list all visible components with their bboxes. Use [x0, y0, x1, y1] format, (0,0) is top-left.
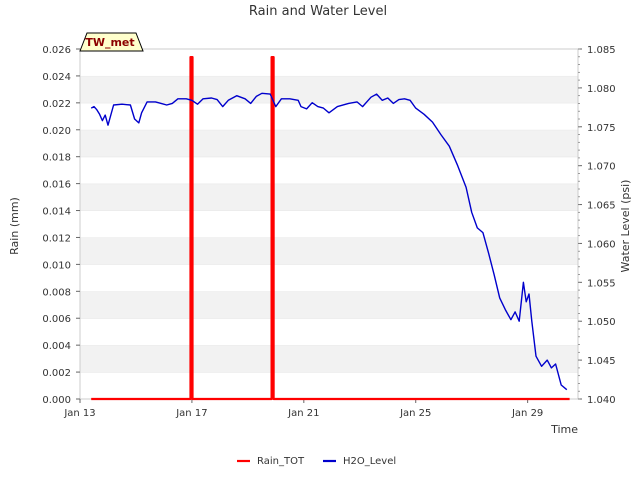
right-tick-label: 1.080	[587, 84, 616, 95]
left-tick-label: 0.020	[42, 126, 71, 137]
station-badge: TW_met	[79, 32, 144, 52]
grid-band	[80, 156, 578, 184]
left-tick-label: 0.014	[42, 207, 71, 218]
x-tick-label: Jan 17	[175, 408, 207, 419]
left-tick-label: 0.008	[42, 287, 71, 298]
legend-label: Rain_TOT	[257, 456, 305, 467]
grid-band	[80, 291, 578, 319]
left-tick-label: 0.018	[42, 153, 71, 164]
right-tick-label: 1.085	[587, 45, 616, 56]
left-axis-label: Rain (mm)	[8, 197, 21, 255]
chart-title: Rain and Water Level	[249, 4, 387, 19]
right-tick-label: 1.075	[587, 123, 616, 134]
left-tick-label: 0.002	[42, 368, 71, 379]
left-tick-label: 0.006	[42, 314, 71, 325]
grid-band	[80, 318, 578, 346]
x-tick-label: Jan 21	[287, 408, 319, 419]
right-tick-label: 1.055	[587, 278, 616, 289]
badge-shape	[79, 32, 144, 52]
grid-band	[80, 210, 578, 238]
grid-band	[80, 372, 578, 399]
left-tick-label: 0.016	[42, 180, 71, 191]
right-axis-label: Water Level (psi)	[619, 180, 632, 273]
legend: Rain_TOT H2O_Level	[237, 456, 396, 467]
left-tick-label: 0.012	[42, 233, 71, 244]
axis-ticks: 0.000 0.002 0.004 0.006 0.008 0.010 0.012 0.014…	[42, 45, 615, 419]
grid-band	[80, 237, 578, 265]
right-tick-label: 1.060	[587, 239, 616, 250]
x-tick-label: Jan 29	[511, 408, 543, 419]
badge-label: TW_met	[85, 36, 134, 49]
grid-band	[80, 345, 578, 373]
grid-band	[80, 129, 578, 157]
grid-band	[80, 75, 578, 103]
legend-label: H2O_Level	[343, 456, 396, 467]
left-tick-label: 0.022	[42, 99, 71, 110]
right-tick-label: 1.065	[587, 201, 616, 212]
x-axis-label: Time	[550, 423, 578, 436]
grid-band	[80, 102, 578, 130]
series-line-h2o-level	[90, 92, 568, 391]
grid-band	[80, 183, 578, 211]
grid-band	[80, 264, 578, 292]
left-tick-label: 0.010	[42, 260, 71, 271]
x-tick-label: Jan 13	[63, 408, 95, 419]
grid-bands	[80, 48, 578, 399]
series-lines	[90, 55, 570, 401]
right-tick-label: 1.050	[587, 317, 616, 328]
x-tick-label: Jan 25	[399, 408, 431, 419]
left-tick-label: 0.000	[42, 395, 71, 406]
series-line-rain-tot	[91, 55, 570, 401]
left-tick-label: 0.026	[42, 45, 71, 56]
right-tick-label: 1.040	[587, 395, 616, 406]
left-tick-label: 0.004	[42, 341, 71, 352]
right-tick-label: 1.045	[587, 356, 616, 367]
left-tick-label: 0.024	[42, 72, 71, 83]
grid-band	[80, 49, 578, 76]
right-tick-label: 1.070	[587, 162, 616, 173]
